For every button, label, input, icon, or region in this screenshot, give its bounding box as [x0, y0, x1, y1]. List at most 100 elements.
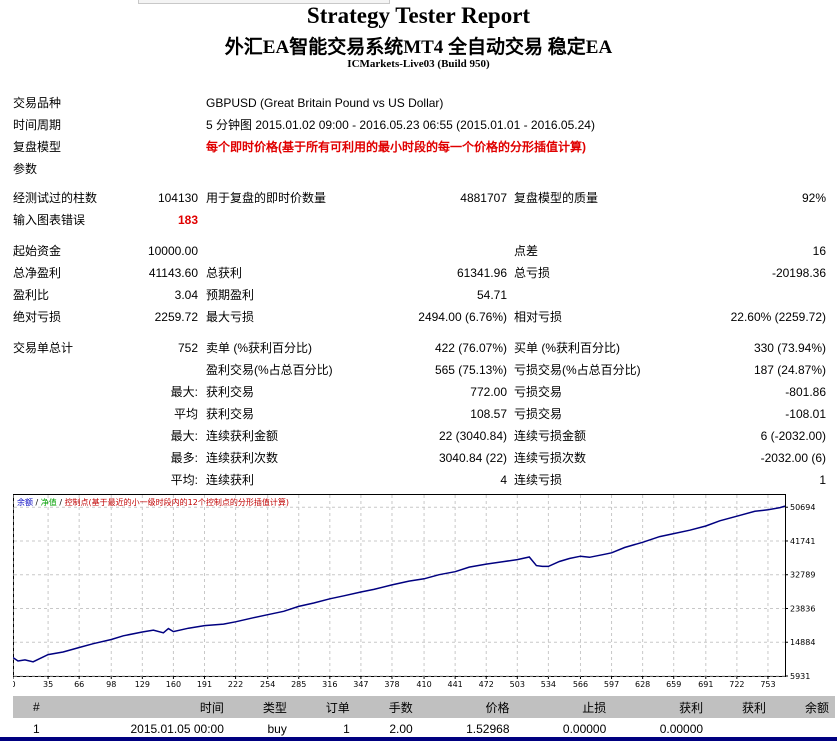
- x-tick-label: 347: [353, 680, 368, 688]
- spread-value: 16: [812, 244, 826, 258]
- x-tick-label: 129: [135, 680, 150, 688]
- x-tick-label: 691: [698, 680, 713, 688]
- avg-cons-wins-label: 连续获利: [206, 473, 255, 487]
- trades-col-header: 余额: [772, 696, 835, 718]
- max-cons-wins-amt-label: 连续获利金额: [206, 429, 279, 443]
- bars-value: 104130: [157, 191, 198, 205]
- ticks-value: 4881707: [460, 191, 507, 205]
- errors-label: 输入图表错误: [13, 213, 86, 227]
- errors-value: 183: [177, 213, 198, 227]
- total-trades-label: 交易单总计: [13, 341, 74, 355]
- x-tick-label: 566: [573, 680, 588, 688]
- average-profit-label: 获利交易: [206, 407, 255, 421]
- x-tick-label: 66: [74, 680, 84, 688]
- trades-col-header: 获利: [709, 696, 773, 718]
- trades-col-header: 时间: [45, 696, 230, 718]
- x-tick-label: 534: [541, 680, 556, 688]
- gross-loss-value: -20198.36: [771, 266, 826, 280]
- table-cell: 0.00000: [562, 722, 607, 736]
- bars-label: 经测试过的柱数: [13, 191, 98, 205]
- table-cell: 1: [343, 722, 350, 736]
- max-cons-label: 最大:: [170, 429, 198, 443]
- most-cons-loss-label: 连续亏损次数: [514, 451, 587, 465]
- balance-line: [13, 505, 786, 663]
- total-trades-value: 752: [177, 341, 198, 355]
- profit-trades-label: 盈利交易(%占总百分比): [206, 363, 333, 377]
- profit-trades-value: 565 (75.13%): [434, 363, 507, 377]
- expected-value: 54.71: [476, 288, 507, 302]
- bottom-edge: [0, 737, 837, 741]
- quality-label: 复盘模型的质量: [514, 191, 599, 205]
- x-tick-label: 472: [479, 680, 494, 688]
- chart-legend: 余额 / 净值 / 控制点(基于最近的小一级时段内的12个控制点的分形插值计算): [17, 497, 289, 507]
- loss-trades-label: 亏损交易(%占总百分比): [514, 363, 641, 377]
- y-tick-label: 32789: [790, 571, 815, 580]
- table-cell: 2.00: [389, 722, 413, 736]
- x-tick-label: 628: [635, 680, 650, 688]
- avg-cons-label: 平均:: [170, 473, 198, 487]
- table-cell: buy: [267, 722, 287, 736]
- most-cons-profit-label: 连续获利次数: [206, 451, 279, 465]
- params-label: 参数: [13, 162, 38, 176]
- legend-separator: /: [57, 498, 65, 507]
- x-tick-label: 503: [510, 680, 525, 688]
- y-tick-label: 14884: [790, 638, 815, 647]
- net-label: 总净盈利: [13, 266, 62, 280]
- most-cons-profit-value: 3040.84 (22): [438, 451, 507, 465]
- legend-entry: 净值: [41, 497, 57, 507]
- trades-col-header: 类型: [229, 696, 293, 718]
- largest-profit-value: 772.00: [470, 385, 507, 399]
- trades-col-header: 手数: [355, 696, 419, 718]
- net-value: 41143.60: [148, 266, 198, 280]
- symbol-label: 交易品种: [13, 96, 62, 110]
- report-subtitle: 外汇EA智能交易系统MT4 全自动交易 稳定EA: [224, 37, 613, 58]
- trades-table: # 时间 类型 订单 手数 价格 止损 获利 获利 余额 1 2015.01.05 00:00 buy…: [13, 696, 835, 740]
- avg-cons-wins-value: 4: [500, 473, 507, 487]
- trades-col-header: 止损: [515, 696, 613, 718]
- table-row: 1 2015.01.05 00:00 buy 1 2.00 1.52968 0.00000 0…: [13, 718, 835, 740]
- x-tick-label: 98: [106, 680, 116, 688]
- pf-value: 3.04: [174, 288, 198, 302]
- period-value: 5 分钟图 2015.01.02 09:00 - 2016.05.23 06:5…: [206, 118, 595, 132]
- largest-label: 最大:: [170, 385, 198, 399]
- average-loss-value: -108.01: [785, 407, 826, 421]
- trades-header-row: # 时间 类型 订单 手数 价格 止损 获利 获利 余额: [13, 696, 835, 718]
- pf-label: 盈利比: [13, 288, 50, 302]
- y-tick-label: 41741: [790, 537, 815, 546]
- avg-cons-losses-value: 1: [819, 473, 826, 487]
- y-tick-label: 23836: [790, 604, 815, 613]
- max-cons-losses-amt-label: 连续亏损金额: [514, 429, 587, 443]
- deposit-value: 10000.00: [147, 244, 198, 258]
- largest-profit-label: 获利交易: [206, 385, 255, 399]
- rel-dd-value: 22.60% (2259.72): [730, 310, 826, 324]
- model-label: 复盘模型: [13, 140, 62, 154]
- most-cons-loss-value: -2032.00 (6): [760, 451, 826, 465]
- most-label: 最多:: [170, 451, 198, 465]
- legend-separator: /: [33, 498, 41, 507]
- max-dd-value: 2494.00 (6.76%): [418, 310, 507, 324]
- table-cell: 2015.01.05 00:00: [130, 722, 224, 736]
- server-name: ICMarkets-Live03 (Build 950): [347, 58, 490, 70]
- legend-entry: 控制点(基于最近的小一级时段内的12个控制点的分形插值计算): [65, 497, 289, 507]
- ticks-label: 用于复盘的即时价数量: [206, 191, 327, 205]
- symbol-value: GBPUSD (Great Britain Pound vs US Dollar…: [206, 96, 444, 110]
- x-tick-label: 0: [13, 680, 16, 688]
- gross-profit-value: 61341.96: [456, 266, 507, 280]
- largest-loss-label: 亏损交易: [514, 385, 563, 399]
- spread-label: 点差: [514, 244, 539, 258]
- window-strip: [138, 0, 390, 4]
- deposit-label: 起始资金: [13, 244, 62, 258]
- loss-trades-value: 187 (24.87%): [753, 363, 826, 377]
- x-tick-label: 254: [260, 680, 275, 688]
- x-tick-label: 316: [322, 680, 337, 688]
- max-cons-wins-amt-value: 22 (3040.84): [438, 429, 507, 443]
- trades-col-header: #: [13, 696, 46, 718]
- max-dd-label: 最大亏损: [206, 310, 255, 324]
- y-tick-label: 50694: [790, 503, 815, 512]
- average-profit-value: 108.57: [470, 407, 507, 421]
- short-value: 422 (76.07%): [434, 341, 507, 355]
- x-tick-label: 222: [228, 680, 243, 688]
- expected-label: 预期盈利: [206, 288, 255, 302]
- rel-dd-label: 相对亏损: [514, 310, 563, 324]
- x-tick-label: 722: [729, 680, 744, 688]
